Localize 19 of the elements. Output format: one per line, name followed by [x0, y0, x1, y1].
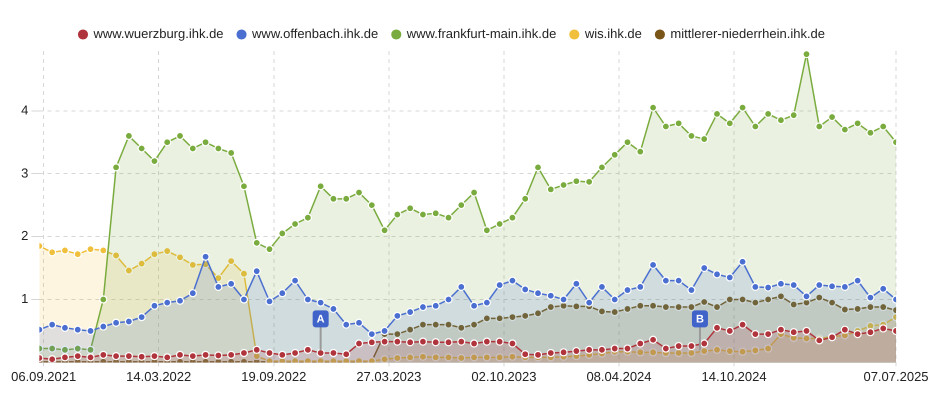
- legend-label: www.frankfurt-main.ihk.de: [406, 26, 556, 42]
- x-tick-label: 07.07.2025: [863, 368, 929, 384]
- legend-label: www.offenbach.ihk.de: [251, 26, 378, 42]
- x-tick-label: 06.09.2021: [11, 368, 76, 384]
- x-tick-label: 14.10.2024: [702, 368, 767, 384]
- y-tick-label: 1: [21, 291, 28, 306]
- legend-label: wis.ihk.de: [584, 26, 642, 42]
- x-tick-label: 08.04.2024: [586, 368, 652, 384]
- x-tick-label: 02.10.2023: [471, 368, 536, 384]
- y-tick-label: 3: [21, 165, 28, 180]
- x-tick-label: 14.03.2022: [126, 368, 192, 384]
- legend-label: www.wuerzburg.ihk.de: [92, 26, 224, 42]
- legend-label: mittlerer-niederrhein.ihk.de: [670, 26, 826, 42]
- x-tick-label: 19.09.2022: [241, 368, 306, 384]
- y-tick-label: 4: [21, 102, 28, 118]
- annotation: B: [696, 313, 704, 326]
- x-tick-label: 27.03.2023: [356, 368, 422, 384]
- y-tick-label: 2: [21, 228, 28, 244]
- annotation: A: [316, 313, 325, 326]
